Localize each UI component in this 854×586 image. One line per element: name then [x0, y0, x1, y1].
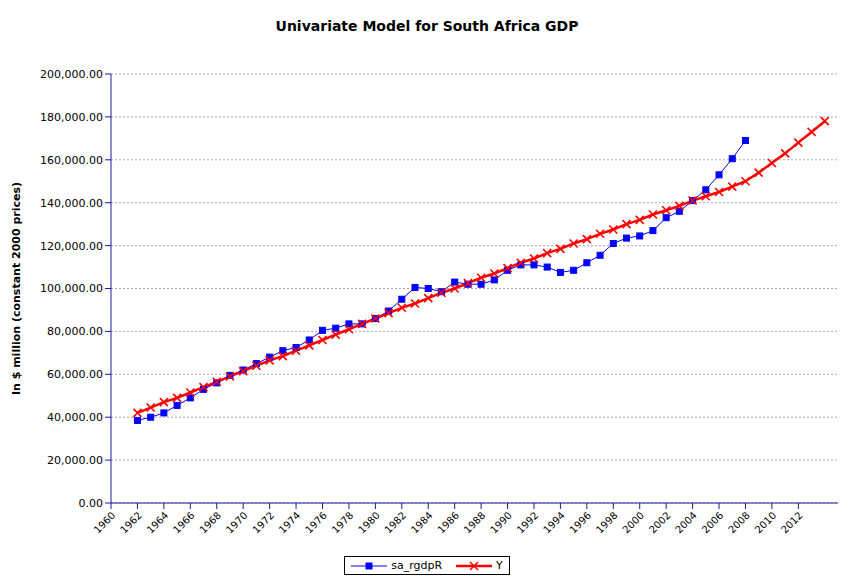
- svg-text:1992: 1992: [515, 510, 541, 536]
- svg-text:200,000.00: 200,000.00: [40, 68, 103, 81]
- html-text:Y: Y: [496, 559, 503, 572]
- svg-text:1998: 1998: [594, 510, 620, 536]
- svg-text:1982: 1982: [382, 510, 408, 536]
- svg-text:1976: 1976: [303, 510, 329, 536]
- svg-text:1966: 1966: [171, 510, 197, 536]
- svg-text:1984: 1984: [409, 510, 435, 536]
- svg-text:1960: 1960: [92, 510, 118, 536]
- svg-text:120,000.00: 120,000.00: [40, 240, 103, 253]
- svg-text:1994: 1994: [541, 510, 567, 536]
- html-text:sa_rgdpR: sa_rgdpR: [391, 559, 443, 572]
- svg-text:1968: 1968: [197, 510, 223, 536]
- svg-text:2000: 2000: [620, 510, 646, 536]
- svg-text:180,000.00: 180,000.00: [40, 111, 103, 124]
- svg-text:2004: 2004: [673, 510, 699, 536]
- svg-text:1988: 1988: [462, 510, 488, 536]
- svg-text:1962: 1962: [118, 510, 144, 536]
- svg-text:1996: 1996: [568, 510, 594, 536]
- svg-text:2010: 2010: [753, 510, 779, 536]
- svg-text:160,000.00: 160,000.00: [40, 154, 103, 167]
- svg-text:100,000.00: 100,000.00: [40, 282, 103, 295]
- html-text:Univariate Model for South Afr: Univariate Model for South Africa GDP: [275, 18, 579, 34]
- svg-text:In $ million (constant 2000 pr: In $ million (constant 2000 prices): [10, 182, 23, 395]
- svg-text:20,000.00: 20,000.00: [47, 454, 103, 467]
- svg-text:140,000.00: 140,000.00: [40, 197, 103, 210]
- svg-text:2008: 2008: [726, 510, 752, 536]
- svg-text:1972: 1972: [250, 510, 276, 536]
- svg-text:1970: 1970: [224, 510, 250, 536]
- svg-text:1980: 1980: [356, 510, 382, 536]
- svg-text:2002: 2002: [647, 510, 673, 536]
- svg-text:1986: 1986: [435, 510, 461, 536]
- svg-text:40,000.00: 40,000.00: [47, 411, 103, 424]
- svg-text:2006: 2006: [700, 510, 726, 536]
- svg-text:2012: 2012: [779, 510, 805, 536]
- svg-text:1964: 1964: [145, 510, 171, 536]
- svg-text:1990: 1990: [488, 510, 514, 536]
- svg-text:1978: 1978: [330, 510, 356, 536]
- svg-text:60,000.00: 60,000.00: [47, 368, 103, 381]
- svg-text:0.00: 0.00: [79, 497, 104, 510]
- svg-text:80,000.00: 80,000.00: [47, 325, 103, 338]
- svg-text:1974: 1974: [277, 510, 303, 536]
